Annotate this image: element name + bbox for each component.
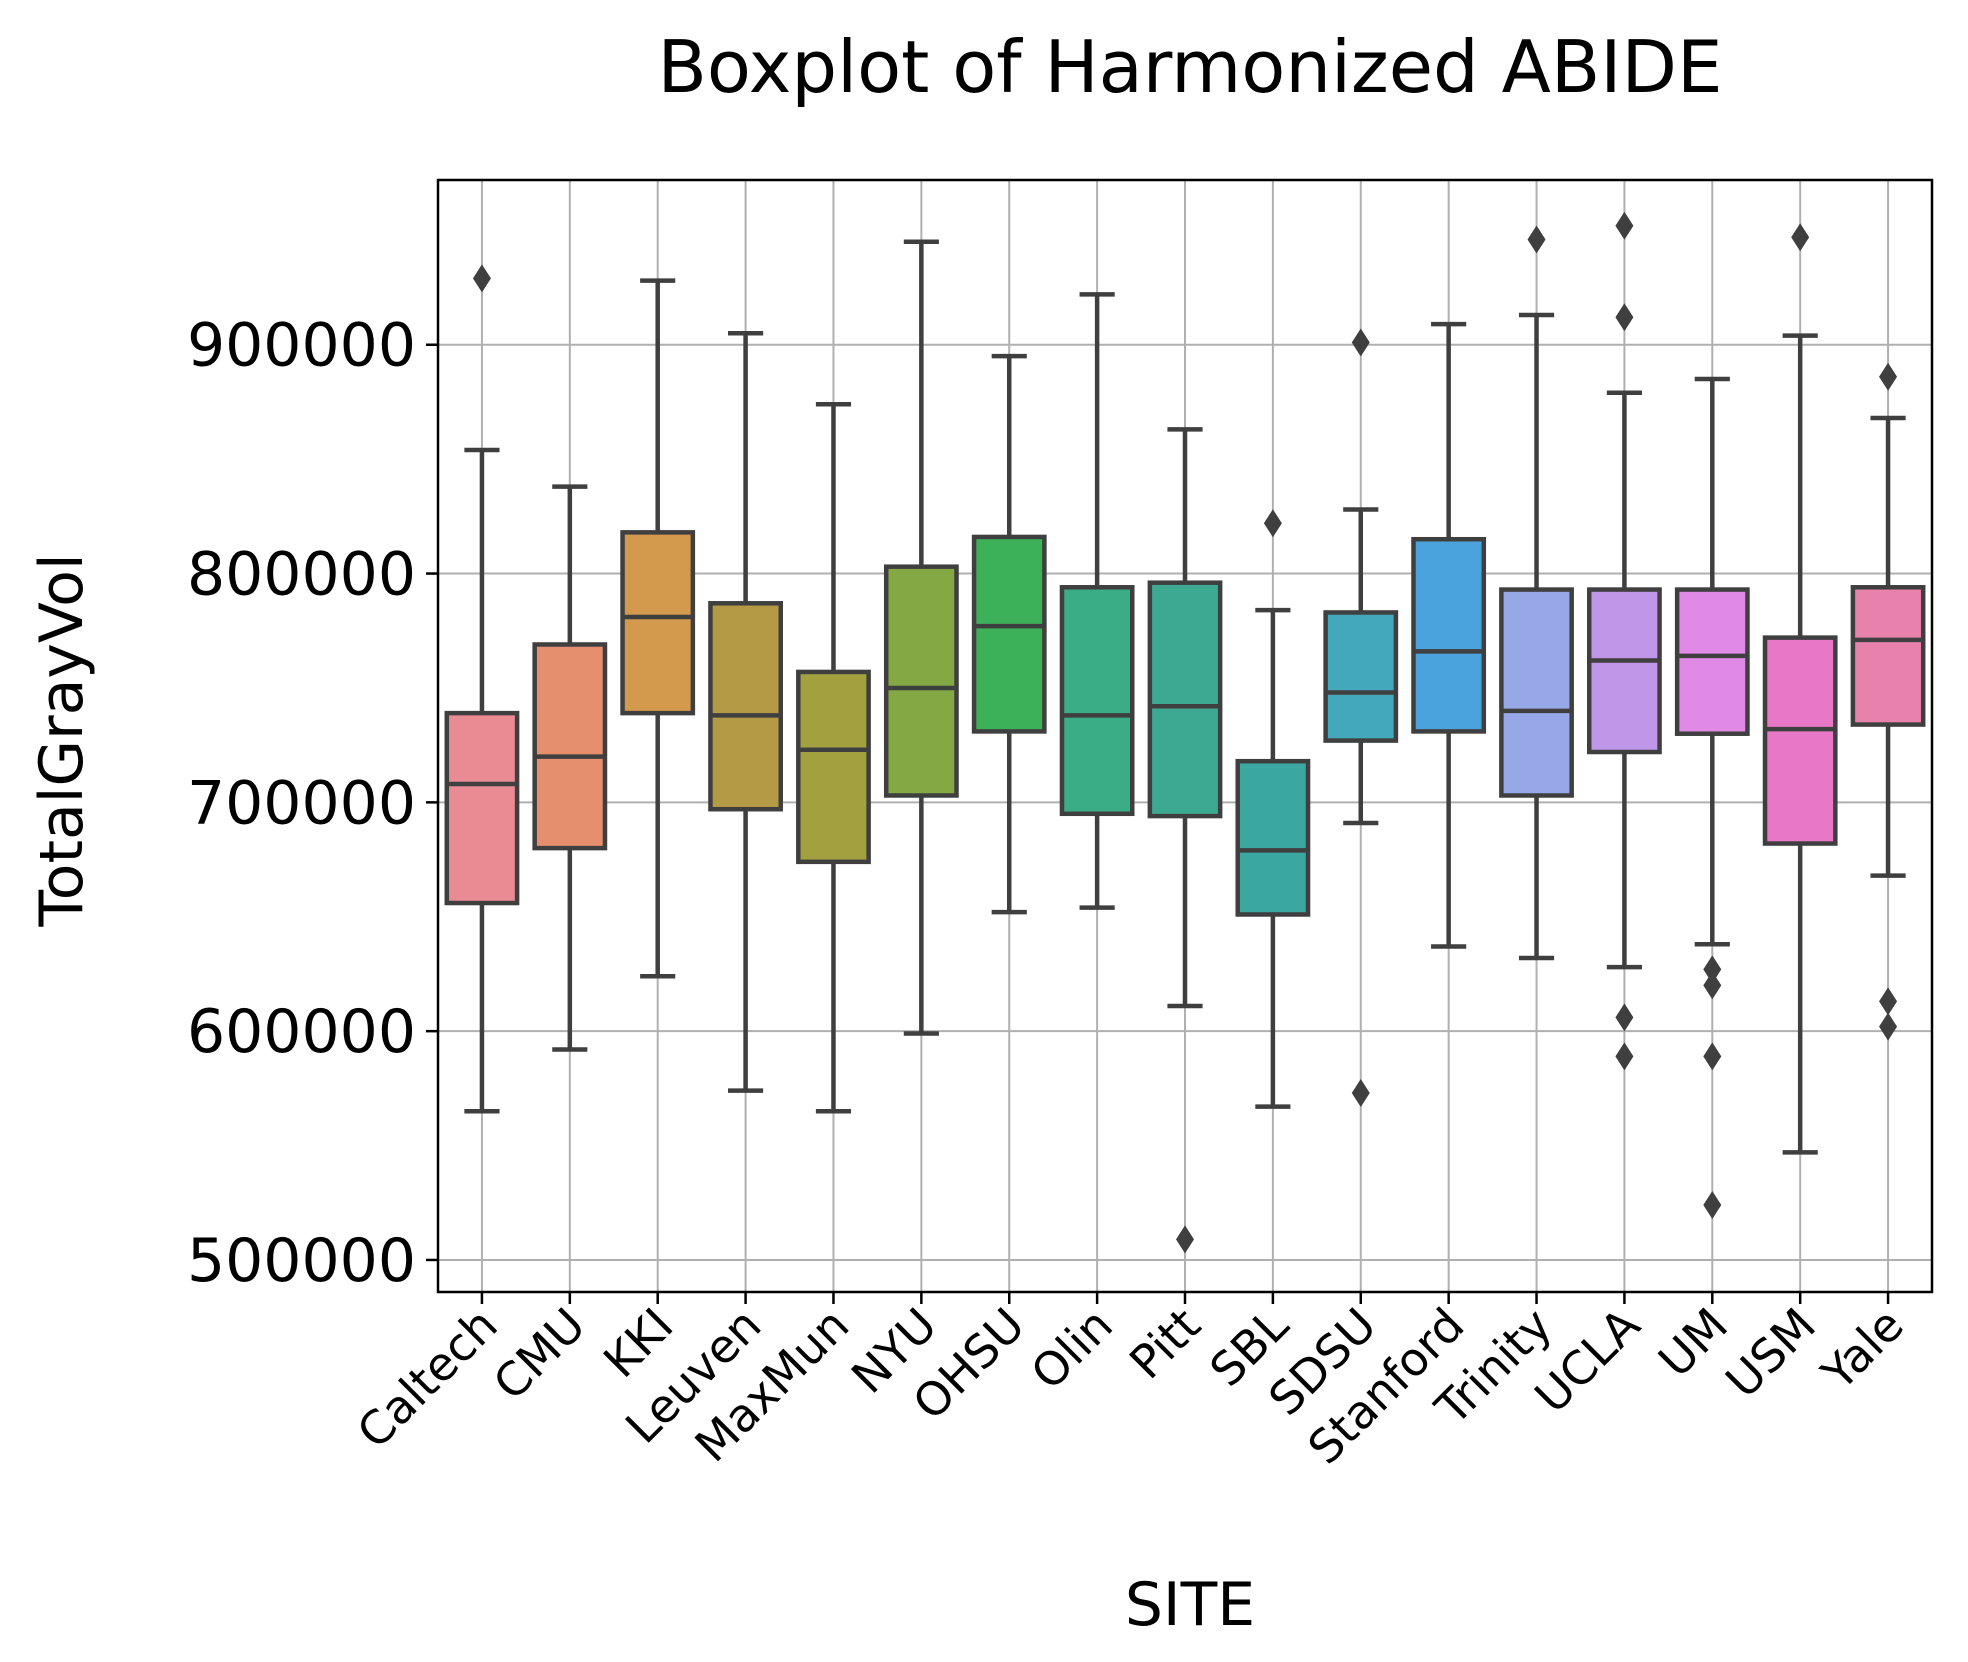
chart-title: Boxplot of Harmonized ABIDE	[658, 25, 1723, 109]
iqr-box	[444, 710, 520, 906]
outlier-point	[1351, 1078, 1370, 1107]
outlier-point	[1879, 1012, 1898, 1041]
iqr-box	[1587, 587, 1662, 755]
outlier-point	[1615, 303, 1634, 332]
iqr-box	[1323, 610, 1399, 743]
x-tick-label: UCLA	[1524, 1297, 1650, 1423]
iqr-box	[796, 669, 871, 865]
box-Stanford	[1411, 321, 1487, 949]
iqr-box	[1850, 585, 1926, 727]
y-axis-ticks: 500000 600000 700000 800000 900000	[187, 311, 438, 1296]
box-Yale	[1850, 362, 1926, 1041]
outlier-point	[1351, 328, 1370, 357]
iqr-box	[532, 642, 608, 851]
iqr-box	[1147, 580, 1223, 819]
box-Pitt	[1147, 427, 1223, 1254]
x-tick-label: CMU	[483, 1298, 596, 1411]
x-axis-ticks: CaltechCMUKKILeuvenMaxMunNYUOHSUOlinPitt…	[347, 1292, 1914, 1475]
y-axis-label: TotalGrayVol	[27, 553, 97, 927]
iqr-box	[1235, 758, 1311, 917]
outlier-point	[1615, 1042, 1634, 1071]
iqr-box	[1674, 587, 1750, 736]
y-tick-label: 900000	[187, 311, 416, 381]
box-KKI	[620, 278, 696, 979]
outlier-point	[1615, 1003, 1634, 1032]
iqr-box	[620, 530, 696, 716]
box-Olin	[1059, 292, 1135, 910]
y-tick-label: 700000	[187, 768, 416, 838]
x-tick-label: Olin	[1020, 1298, 1122, 1400]
x-tick-label: Yale	[1811, 1298, 1914, 1401]
outlier-point	[1703, 1191, 1722, 1220]
outlier-point	[472, 264, 491, 293]
x-tick-label: USM	[1715, 1298, 1826, 1409]
iqr-box	[1762, 635, 1838, 846]
outlier-point	[1263, 509, 1282, 538]
y-tick-label: 500000	[187, 1226, 416, 1296]
x-axis-label: SITE	[1125, 1570, 1255, 1640]
box-Caltech	[444, 264, 520, 1114]
outlier-point	[1527, 225, 1546, 254]
box-SBL	[1235, 509, 1311, 1109]
y-tick-label: 800000	[187, 540, 416, 610]
iqr-box	[708, 601, 783, 812]
box-Trinity	[1499, 225, 1574, 961]
outlier-point	[1615, 211, 1634, 240]
box-UM	[1674, 376, 1750, 1220]
box-USM	[1762, 223, 1838, 1155]
outlier-point	[1703, 955, 1722, 984]
x-tick-label: Caltech	[347, 1298, 508, 1459]
outlier-point	[1703, 1042, 1722, 1071]
outlier-point	[1703, 971, 1722, 1000]
box-NYU	[883, 239, 959, 1036]
outlier-point	[1879, 362, 1898, 391]
x-tick-label: Pitt	[1119, 1298, 1211, 1390]
outlier-point	[1879, 987, 1898, 1016]
iqr-box	[883, 564, 959, 798]
y-tick-label: 600000	[187, 997, 416, 1067]
iqr-box	[1411, 536, 1487, 734]
box-MaxMun	[796, 401, 871, 1114]
box-UCLA	[1587, 211, 1662, 1071]
outlier-point	[1176, 1225, 1194, 1254]
iqr-box	[971, 534, 1047, 734]
boxes	[444, 211, 1926, 1254]
iqr-box	[1499, 587, 1574, 798]
box-CMU	[532, 484, 608, 1052]
outlier-point	[1791, 223, 1810, 252]
iqr-box	[1059, 585, 1135, 817]
box-Leuven	[708, 331, 783, 1093]
box-OHSU	[971, 353, 1047, 915]
box-SDSU	[1323, 328, 1399, 1107]
